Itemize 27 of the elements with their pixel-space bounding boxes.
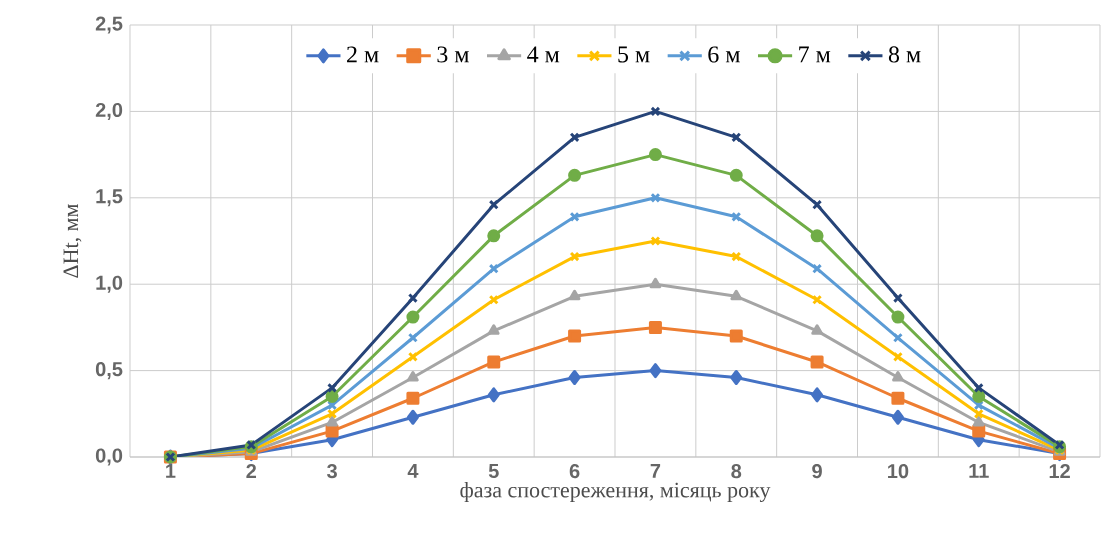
x-tick-label: 1 <box>166 464 176 478</box>
x-tick-label: 10 <box>888 464 909 479</box>
y-tick-label: 0,5 <box>95 362 123 380</box>
legend-label: 6 м <box>708 46 740 63</box>
y-tick-label: 1,5 <box>96 189 123 207</box>
legend-label: 3 м <box>437 46 469 63</box>
x-tick-label: 8 <box>731 464 742 479</box>
x-tick-label: 7 <box>650 464 661 478</box>
y-tick-label: 2,0 <box>95 102 123 120</box>
x-tick-label: 9 <box>812 464 822 479</box>
y-tick-label: 1,0 <box>96 275 123 293</box>
x-tick-label: 2 <box>246 464 257 479</box>
x-axis-title: фаза спостереження, місяць року <box>460 482 771 502</box>
y-tick-label: 0,0 <box>95 448 123 466</box>
legend-label: 4 м <box>527 46 560 63</box>
legend-label: 2 м <box>347 46 379 63</box>
x-tick-label: 3 <box>327 464 337 479</box>
x-tick-label: 12 <box>1049 464 1070 479</box>
x-tick-label: 11 <box>969 464 989 478</box>
legend-label: 7 м <box>799 46 831 63</box>
legend-label: 5 м <box>618 46 650 63</box>
y-tick-label: 2,5 <box>95 16 123 34</box>
x-tick-label: 4 <box>407 464 419 478</box>
legend-label: 8 м <box>888 46 921 63</box>
x-tick-label: 6 <box>569 464 580 479</box>
x-tick-label: 5 <box>488 464 499 479</box>
y-axis-title: ΔHt, мм <box>63 204 82 278</box>
